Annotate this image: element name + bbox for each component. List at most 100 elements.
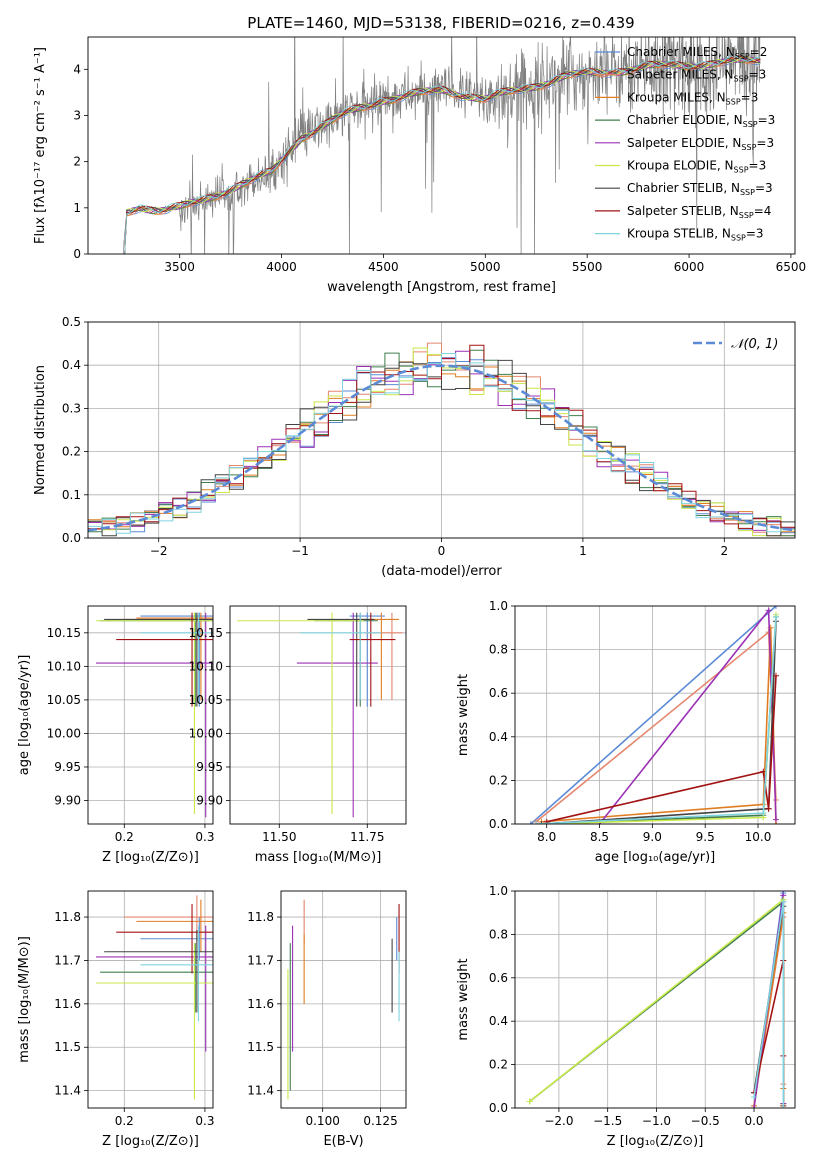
y-tick-label: 0.4 [489,730,508,744]
legend-subscript: SSP [735,52,750,61]
legend-subscript: SSP [739,211,754,220]
legend-subscript: SSP [740,188,755,197]
plot-area [88,342,795,537]
residual-histogram [88,359,795,537]
x-tick-label: 0.3 [195,830,214,844]
legend-entry: Kroupa MILES, NSSP=3 [627,90,758,106]
y-axis-label: mass weight [456,674,471,756]
residual-histogram [88,353,795,534]
x-tick-label: 3500 [164,260,195,274]
y-tick-label: 11.6 [54,997,81,1011]
y-tick-label: 9.90 [54,794,81,808]
legend: Chabrier MILES, NSSP=2 Salpeter MILES, NS… [595,45,775,243]
y-axis-label: mass weight [456,958,471,1040]
y-tick-label: 0.6 [489,686,508,700]
y-tick-label: 2 [73,155,81,169]
spectrum-panel: 3500 4000 4500 5000 5500 6000 6500 0 1 2 3 4 wavelen… [33,36,806,295]
x-tick-label: 9.0 [643,830,662,844]
x-tick-label: 4000 [266,260,297,274]
y-tick-label: 0.1 [62,488,81,502]
mass_weight_vs_age-panel: 8.0 8.5 9.0 9.5 10.0 0.0 0.2 0.4 0.6 0.8 1.0 age [l… [456,599,796,865]
x-axis-label: age [log₁₀(age/yr)] [595,850,716,865]
mass-weight-marker [760,810,767,817]
legend-entry: Chabrier MILES, NSSP=2 [627,45,767,61]
axes-frame [87,36,796,255]
y-tick-label: 11.8 [247,910,274,924]
y-axis-label: Normed distribution [33,365,48,495]
legend-count: =3 [741,90,759,104]
y-axis-label: age [log₁₀(age/yr)] [17,655,32,776]
x-axis-label: E(B-V) [323,1134,363,1149]
y-tick-label: 10.15 [47,626,81,640]
y-tick-label: 0.8 [489,927,508,941]
x-tick-label: −2 [150,544,168,558]
y-tick-label: 4 [73,62,81,76]
mass-weight-line [541,627,777,824]
x-tick-label: 6000 [674,260,705,274]
y-tick-label: 9.95 [196,760,223,774]
y-tick-label: 0.3 [62,401,81,415]
plot-area [118,37,761,254]
figure-title: PLATE=1460, MJD=53138, FIBERID=0216, z=0… [247,14,634,32]
x-tick-label: 0.2 [115,830,134,844]
legend: 𝒩(0, 1) [693,337,778,352]
x-tick-label: 5000 [470,260,501,274]
y-tick-label: 0.2 [62,445,81,459]
legend-entry: Salpeter STELIB, NSSP=4 [627,204,771,220]
axes-frame [514,890,796,1109]
legend-count: =3 [756,136,774,150]
legend-entry: Kroupa ELODIE, NSSP=3 [627,159,766,175]
axes-frame [87,605,214,825]
residual-histogram [88,344,795,530]
x-tick-label: 2 [720,544,728,558]
y-tick-label: 0.5 [62,315,81,329]
y-tick-label: 0.6 [489,971,508,985]
residuals-panel: −2 −1 0 1 2 0.0 0.1 0.2 0.3 0.4 0.5 (data-model)/er… [33,315,796,579]
axes-frame [280,890,407,1109]
y-axis-label: mass [log₁₀(M/M⊙)] [17,936,32,1063]
observed-spectrum [118,37,761,254]
y-tick-label: 11.7 [247,953,274,967]
mass-weight-marker [527,821,534,824]
mass-weight-marker [765,805,772,812]
legend-count: =2 [750,45,768,59]
x-tick-label: 0.125 [363,1114,397,1128]
mass-weight-marker [780,898,787,905]
y-tick-label: 0.8 [489,643,508,657]
normal-reference-curve [88,364,795,532]
mass_vs_Z-panel: 0.2 0.3 11.4 11.5 11.6 11.7 11.8 Z [log₁₀(Z/Z⊙)… [17,890,214,1149]
x-tick-label: 11.75 [350,830,384,844]
mass-weight-marker [765,607,772,614]
x-tick-label: −1 [291,544,309,558]
legend-count: =4 [754,204,772,218]
y-tick-label: 1.0 [489,599,508,613]
axes-frame [87,890,214,1109]
mass-weight-marker [772,816,779,823]
x-tick-label: 1 [579,544,587,558]
x-tick-label: −1.5 [593,1114,622,1128]
age_vs_Z-panel: 0.2 0.3 9.90 9.95 10.00 10.05 10.10 10.15 Z [log… [17,605,214,865]
y-tick-label: 10.10 [189,659,223,673]
y-tick-label: 10.10 [47,659,81,673]
y-tick-label: 11.7 [54,953,81,967]
plot-area [526,891,787,1108]
plot-area [96,612,213,818]
age_vs_mass-panel: 11.50 11.75 9.90 9.95 10.00 10.05 10.10 10.15 ma… [189,605,407,865]
x-axis-label: Z [log₁₀(Z/Z⊙)] [102,1134,199,1149]
y-tick-label: 10.15 [189,626,223,640]
mass-weight-line [753,960,785,1106]
y-tick-label: 0.4 [62,358,81,372]
y-tick-label: 9.95 [54,760,81,774]
y-tick-label: 0.0 [489,817,508,831]
mass_weight_vs_Z-panel: −2.0 −1.5 −1.0 −0.5 0.0 0.0 0.2 0.4 0.6 0.8 1.0 Z [… [456,884,796,1149]
mass-weight-line [546,675,777,823]
mass_vs_EBV-panel: 0.100 0.125 11.4 11.5 11.6 11.7 11.8 E(B-V) [247,890,407,1149]
mass-weight-marker [751,1094,758,1101]
y-tick-label: 11.5 [247,1040,274,1054]
y-tick-label: 10.00 [189,726,223,740]
axes-frame [87,321,796,539]
x-tick-label: 0.3 [195,1114,214,1128]
y-tick-label: 0.0 [489,1101,508,1115]
model-spectrum [122,55,761,254]
mass-weight-marker [538,821,545,824]
